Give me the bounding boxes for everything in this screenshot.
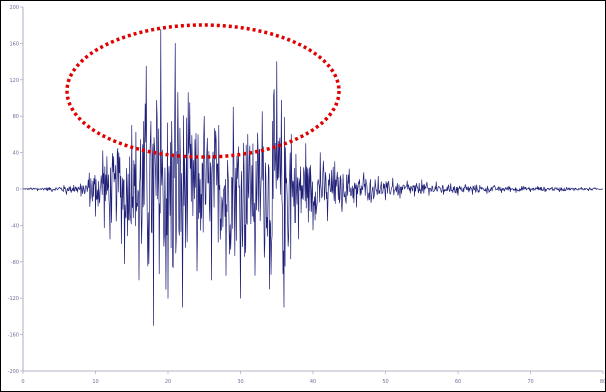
y-tick-label: -80 <box>11 260 19 266</box>
x-tick-label: 70 <box>527 379 533 385</box>
y-tick-label: 0 <box>16 187 19 193</box>
x-tick-label: 50 <box>382 379 388 385</box>
highlight-ellipse <box>65 23 341 159</box>
axes <box>22 7 603 372</box>
y-tick-label: 40 <box>13 151 19 157</box>
x-tick-label: 60 <box>455 379 461 385</box>
y-tick-label: 120 <box>9 78 19 84</box>
x-tick-label: 80 <box>600 379 605 385</box>
y-tick-label: -160 <box>8 333 19 339</box>
y-tick-label: -120 <box>8 296 19 302</box>
x-tick-label: 10 <box>92 379 98 385</box>
series-layer <box>22 29 604 326</box>
x-tick-label: 20 <box>165 379 171 385</box>
y-tick-label: 80 <box>13 114 19 120</box>
y-tick-label: -200 <box>8 369 19 375</box>
y-tick-label: 200 <box>9 5 19 11</box>
x-tick-label: 30 <box>237 379 243 385</box>
x-tick-label: 40 <box>310 379 316 385</box>
x-tick-label: 0 <box>21 379 24 385</box>
y-tick-label: 160 <box>9 41 19 47</box>
series-line <box>22 29 604 326</box>
y-tick-label: -40 <box>11 223 19 229</box>
